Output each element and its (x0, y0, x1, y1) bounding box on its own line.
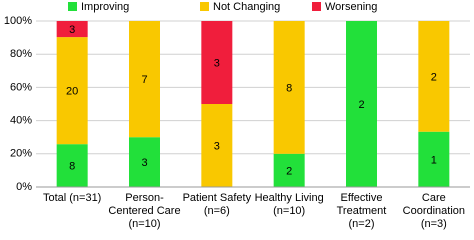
x-tick-label: (n=6) (204, 205, 230, 217)
legend-swatch (312, 2, 321, 11)
x-tick-label: Total (n=31) (43, 192, 101, 204)
data-label: 3 (69, 24, 75, 36)
y-tick-label: 40% (10, 115, 32, 127)
data-label: 7 (141, 74, 147, 86)
x-tick-label: Coordination (403, 205, 465, 217)
data-label: 3 (214, 140, 220, 152)
data-label: 2 (358, 99, 364, 111)
data-label: 8 (69, 160, 75, 172)
legend-label: Not Changing (213, 1, 280, 13)
y-tick-label: 100% (4, 15, 32, 27)
x-tick-label: (n=3) (421, 218, 447, 230)
y-tick-label: 80% (10, 48, 32, 60)
data-label: 3 (214, 57, 220, 69)
bar-segment (201, 21, 233, 104)
bar-segment (56, 37, 88, 145)
data-label: 3 (141, 157, 147, 169)
data-label: 2 (286, 165, 292, 177)
legend-label: Worsening (325, 1, 377, 13)
bar-segment (273, 21, 305, 154)
x-tick-label: Healthy Living (255, 192, 324, 204)
bar-segment (418, 131, 450, 187)
bar-segment (56, 21, 88, 38)
data-label: 2 (431, 71, 437, 83)
y-tick-label: 60% (10, 81, 32, 93)
chart: 0% 20% 40% 60% 80% 100% Improving Not Changing W… (4, 1, 470, 230)
x-tick-label: (n=10) (273, 205, 305, 217)
bar-segment (346, 21, 377, 187)
data-label: 8 (286, 82, 292, 94)
bar-segment (129, 137, 160, 187)
legend-swatch (200, 2, 209, 11)
data-label: 20 (66, 86, 78, 98)
x-tick-label: Care (422, 192, 446, 204)
bar-segment (418, 21, 450, 132)
legend-label: Improving (81, 1, 129, 13)
bar-segment (201, 104, 233, 187)
y-tick-label: 0% (16, 181, 32, 193)
x-tick-label: (n=2) (349, 218, 375, 230)
legend-swatch (68, 2, 77, 11)
x-tick-label: Person- (125, 192, 164, 204)
bar-segment (56, 144, 88, 187)
bar-segment (129, 21, 160, 138)
bar-segment (273, 153, 305, 187)
y-tick-label: 20% (10, 148, 32, 160)
data-label: 1 (431, 154, 437, 166)
x-tick-label: Centered Care (108, 205, 180, 217)
x-tick-label: Effective (341, 192, 383, 204)
x-tick-label: (n=10) (128, 218, 160, 230)
x-tick-label: Patient Safety (183, 192, 252, 204)
x-tick-label: Treatment (337, 205, 387, 217)
